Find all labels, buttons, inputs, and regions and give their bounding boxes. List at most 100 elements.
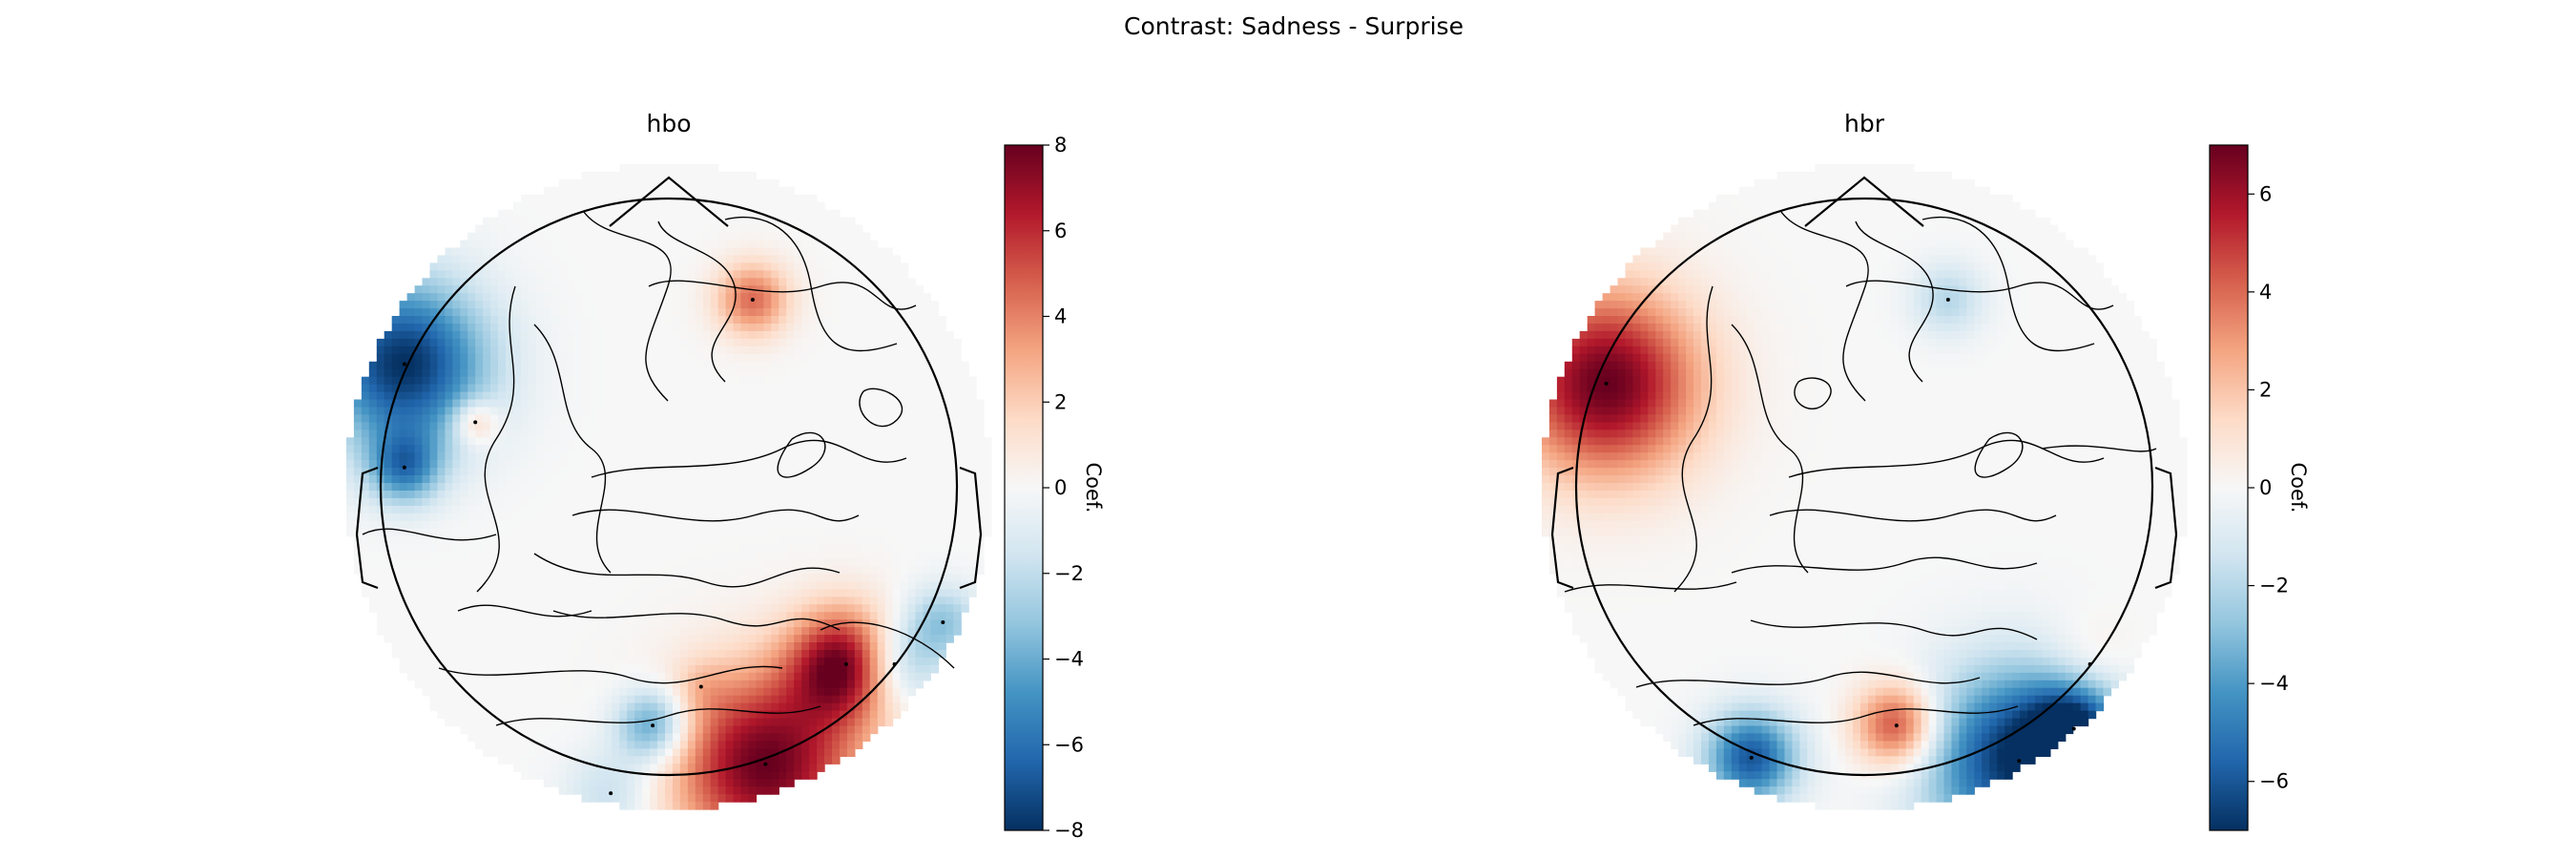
heatmap-cell bbox=[679, 718, 689, 727]
heatmap-cell bbox=[422, 338, 431, 347]
heatmap-cell bbox=[786, 422, 795, 430]
heatmap-cell bbox=[717, 574, 727, 582]
heatmap-cell bbox=[771, 194, 779, 203]
heatmap-cell bbox=[824, 695, 833, 704]
heatmap-cell bbox=[445, 430, 453, 438]
heatmap-cell bbox=[490, 483, 499, 492]
heatmap-cell bbox=[368, 445, 378, 453]
heatmap-cell bbox=[581, 338, 591, 347]
heatmap-cell bbox=[801, 597, 810, 605]
heatmap-cell bbox=[558, 574, 568, 582]
heatmap-cell bbox=[573, 642, 583, 651]
heatmap-cell bbox=[717, 468, 727, 476]
heatmap-cell bbox=[612, 657, 620, 666]
heatmap-cell bbox=[839, 664, 848, 674]
heatmap-cell bbox=[452, 308, 461, 317]
heatmap-cell bbox=[771, 520, 779, 530]
heatmap-cell bbox=[437, 452, 446, 461]
heatmap-cell bbox=[573, 657, 583, 666]
heatmap-cell bbox=[817, 619, 825, 628]
heatmap-cell bbox=[733, 695, 742, 704]
heatmap-cell bbox=[824, 247, 833, 257]
heatmap-cell bbox=[740, 657, 750, 666]
heatmap-cell bbox=[650, 437, 658, 446]
heatmap-cell bbox=[612, 376, 620, 386]
heatmap-cell bbox=[801, 278, 810, 286]
heatmap-cell bbox=[832, 414, 841, 423]
heatmap-cell bbox=[445, 657, 453, 666]
heatmap-cell bbox=[376, 368, 385, 378]
heatmap-cell bbox=[733, 316, 742, 325]
heatmap-cell bbox=[429, 513, 439, 522]
heatmap-cell bbox=[801, 748, 810, 757]
heatmap-cell bbox=[483, 278, 491, 286]
heatmap-cell bbox=[535, 604, 545, 613]
heatmap-cell bbox=[748, 491, 758, 499]
heatmap-cell bbox=[725, 650, 735, 659]
heatmap-cell bbox=[733, 186, 742, 196]
heatmap-cell bbox=[566, 710, 575, 720]
heatmap-cell bbox=[786, 672, 795, 681]
heatmap-cell bbox=[566, 702, 575, 712]
heatmap-cell bbox=[452, 597, 461, 605]
heatmap-cell bbox=[498, 551, 507, 560]
heatmap-cell bbox=[422, 452, 431, 461]
heatmap-cell bbox=[794, 376, 802, 386]
heatmap-cell bbox=[642, 178, 651, 188]
heatmap-cell bbox=[627, 407, 635, 416]
heatmap-cell bbox=[460, 285, 468, 294]
heatmap-cell bbox=[528, 528, 537, 537]
heatmap-cell bbox=[406, 657, 416, 666]
heatmap-cell bbox=[832, 566, 841, 576]
heatmap-cell bbox=[702, 414, 712, 423]
heatmap-cell bbox=[535, 528, 545, 537]
heatmap-cell bbox=[733, 604, 742, 613]
heatmap-cell bbox=[512, 301, 522, 309]
heatmap-cell bbox=[528, 741, 537, 749]
heatmap-cell bbox=[619, 612, 628, 620]
heatmap-cell bbox=[650, 293, 658, 302]
heatmap-cell bbox=[673, 422, 681, 430]
heatmap-cell bbox=[437, 710, 446, 720]
heatmap-cell bbox=[543, 445, 552, 453]
heatmap-cell bbox=[535, 422, 545, 430]
heatmap-cell bbox=[733, 240, 742, 249]
heatmap-cell bbox=[673, 505, 681, 514]
heatmap-cell bbox=[573, 391, 583, 401]
heatmap-cell bbox=[573, 543, 583, 553]
heatmap-cell bbox=[589, 597, 598, 605]
heatmap-cell bbox=[520, 278, 530, 286]
heatmap-cell bbox=[824, 407, 833, 416]
heatmap-cell bbox=[604, 278, 613, 286]
heatmap-cell bbox=[740, 786, 750, 795]
heatmap-cell bbox=[657, 293, 666, 302]
heatmap-cell bbox=[725, 353, 735, 363]
heatmap-cell bbox=[854, 650, 863, 659]
heatmap-cell bbox=[467, 247, 476, 257]
heatmap-cell bbox=[642, 680, 651, 689]
heatmap-cell bbox=[399, 543, 408, 553]
heatmap-cell bbox=[490, 505, 499, 514]
heatmap-cell bbox=[687, 664, 696, 674]
heatmap-cell bbox=[801, 468, 810, 476]
heatmap-cell bbox=[657, 414, 666, 423]
heatmap-cell bbox=[596, 551, 605, 560]
heatmap-cell bbox=[824, 581, 833, 590]
heatmap-cell bbox=[573, 558, 583, 568]
heatmap-cell bbox=[824, 376, 833, 386]
heatmap-cell bbox=[543, 201, 552, 211]
heatmap-cell bbox=[748, 604, 758, 613]
heatmap-cell bbox=[748, 186, 758, 196]
heatmap-cell bbox=[748, 201, 758, 211]
heatmap-cell bbox=[832, 513, 841, 522]
heatmap-cell bbox=[710, 414, 719, 423]
heatmap-cell bbox=[854, 635, 863, 643]
heatmap-cell bbox=[702, 285, 712, 294]
heatmap-cell bbox=[414, 384, 424, 393]
heatmap-cell bbox=[634, 786, 643, 795]
heatmap-cell bbox=[543, 391, 552, 401]
heatmap-cell bbox=[490, 278, 499, 286]
heatmap-cell bbox=[604, 581, 613, 590]
heatmap-cell bbox=[619, 186, 628, 196]
heatmap-cell bbox=[824, 558, 833, 568]
